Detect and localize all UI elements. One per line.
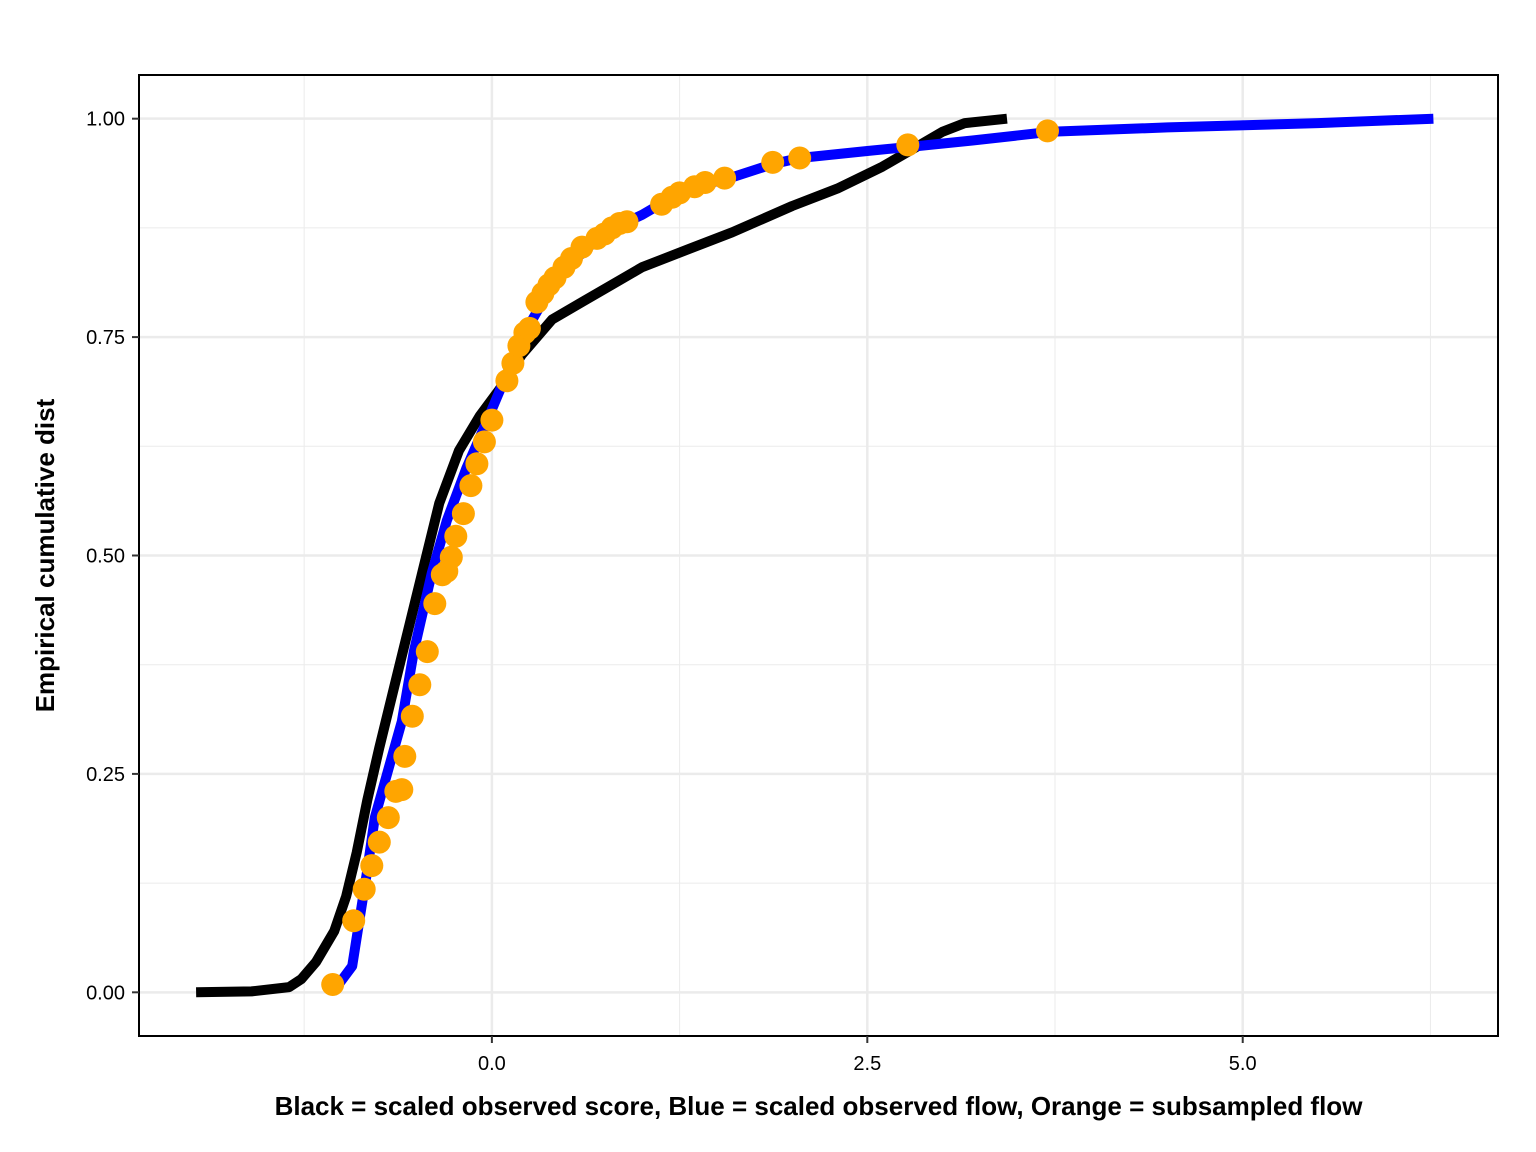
y-tick-label: 1.00 bbox=[86, 109, 125, 131]
subsampled-flow-point bbox=[495, 369, 519, 393]
subsampled-flow-point bbox=[444, 524, 468, 548]
subsampled-flow-point bbox=[517, 316, 541, 340]
subsampled-flow-point bbox=[761, 150, 785, 174]
y-tick-label: 0.75 bbox=[86, 327, 125, 349]
subsampled-flow-point bbox=[472, 430, 496, 454]
subsampled-flow-point bbox=[352, 877, 376, 901]
y-tick-label: 0.00 bbox=[86, 982, 125, 1004]
subsampled-flow-point bbox=[321, 973, 345, 996]
subsampled-flow-point bbox=[713, 166, 737, 190]
subsampled-flow-point bbox=[465, 452, 489, 476]
subsampled-flow-point bbox=[615, 210, 639, 234]
x-tick-label: 0.0 bbox=[478, 1053, 506, 1075]
subsampled-flow-point bbox=[693, 171, 717, 194]
x-axis-title: Black = scaled observed score, Blue = sc… bbox=[275, 1091, 1364, 1121]
subsampled-flow-point bbox=[415, 640, 439, 664]
x-tick-label: 2.5 bbox=[853, 1053, 881, 1075]
y-tick-label: 0.25 bbox=[86, 764, 125, 786]
subsampled-flow-point bbox=[439, 545, 463, 569]
y-tick-label: 0.50 bbox=[86, 546, 125, 568]
subsampled-flow-point bbox=[480, 408, 504, 432]
axis-ticks: 0.0 2.5 5.0 0.00 0.25 0.50 0.75 1.00 bbox=[86, 109, 1257, 1075]
subsampled-flow-point bbox=[367, 830, 391, 854]
series-scaled-observed-score bbox=[196, 113, 1008, 998]
series-subsampled-flow bbox=[321, 119, 1059, 996]
y-axis-title: Empirical cumulative dist bbox=[30, 398, 60, 712]
subsampled-flow-point bbox=[342, 909, 366, 933]
x-tick-label: 5.0 bbox=[1229, 1053, 1257, 1075]
subsampled-flow-point bbox=[390, 778, 414, 802]
subsampled-flow-point bbox=[393, 744, 417, 768]
grid-lines bbox=[139, 75, 1498, 1036]
subsampled-flow-point bbox=[423, 592, 447, 616]
scaled-observed-score-line bbox=[196, 113, 1008, 998]
subsampled-flow-point bbox=[896, 133, 920, 157]
subsampled-flow-point bbox=[360, 854, 384, 878]
subsampled-flow-point bbox=[459, 474, 483, 498]
subsampled-flow-point bbox=[376, 806, 400, 830]
subsampled-flow-point bbox=[788, 146, 812, 170]
subsampled-flow-point bbox=[501, 351, 525, 375]
subsampled-flow-point bbox=[400, 704, 424, 728]
subsampled-flow-point bbox=[1036, 119, 1059, 143]
subsampled-flow-point bbox=[451, 502, 475, 526]
subsampled-flow-point bbox=[408, 673, 432, 697]
